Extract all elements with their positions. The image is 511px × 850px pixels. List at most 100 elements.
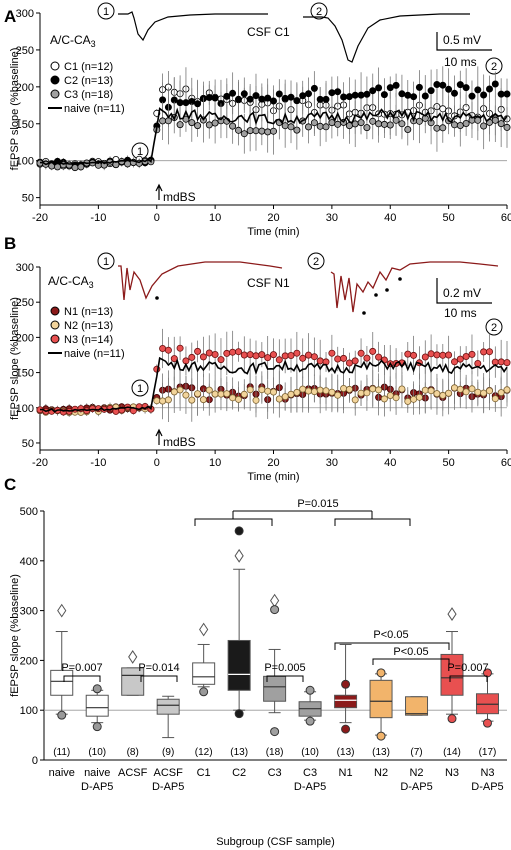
a-data-point	[439, 81, 447, 89]
category-label: C3	[303, 767, 317, 779]
category-sublabel: D-AP5	[471, 781, 503, 793]
b-data-point	[164, 396, 172, 404]
b-data-point	[159, 397, 167, 405]
category-label: naive	[49, 767, 75, 779]
a-data-point	[205, 94, 213, 102]
a-data-point	[316, 122, 324, 130]
a-data-point	[188, 119, 196, 127]
outlier-circle	[341, 679, 351, 689]
b-data-point	[380, 395, 388, 403]
c-ytick-label: 100	[20, 705, 38, 717]
box-iqr	[405, 696, 429, 716]
plot-marker-a2: 2	[491, 61, 497, 73]
a-data-point	[462, 120, 470, 128]
a-data-point	[211, 119, 219, 127]
legend-a-c2: C2 (n=13)	[64, 75, 113, 87]
box-10: (7) N2 D-AP5	[400, 696, 433, 793]
trace-b2-dot-2	[374, 293, 378, 297]
b-data-point	[410, 351, 418, 359]
category-label: naive	[84, 767, 110, 779]
b-xtick-label: 0	[154, 457, 160, 469]
b-ytick-label: 50	[22, 438, 34, 450]
a-naive-line	[39, 107, 508, 166]
a-data-point	[386, 121, 394, 129]
a-data-point	[474, 86, 482, 94]
outlier-circle	[92, 722, 102, 732]
a-ylabel: fEPSP slope (%baseline)	[9, 48, 21, 171]
b-naive-line	[39, 356, 508, 413]
legend-a-c1: C1 (n=12)	[64, 61, 113, 73]
outlier-diamond	[234, 548, 244, 563]
a-data-point	[194, 122, 202, 130]
c-ytick-label: 200	[20, 655, 38, 667]
box-n-label: (10)	[301, 747, 319, 758]
a-data-point	[246, 95, 254, 103]
legend-b-n1-symbol	[50, 306, 60, 316]
panel-b-region-sub: 3	[89, 280, 94, 290]
a-xtick-label: -10	[90, 212, 106, 224]
a-data-point	[316, 95, 324, 103]
category-label: N3	[480, 767, 494, 779]
panel-a-region: A/C-CA3	[50, 33, 96, 49]
b-data-point	[229, 394, 237, 402]
b-xtick-label: 40	[384, 457, 396, 469]
legend-b: N1 (n=13) N2 (n=13) N3 (n=14) naive (n=1…	[48, 306, 125, 360]
a-data-point	[269, 97, 277, 105]
b-data-point	[299, 354, 307, 362]
a-data-point	[392, 116, 400, 124]
b-data-point	[386, 391, 394, 399]
outlier-circle	[270, 727, 280, 737]
a-xtick-label: -20	[32, 212, 48, 224]
b-data-point	[234, 395, 242, 403]
b-xtick-label: 60	[501, 457, 511, 469]
b-data-point	[334, 355, 342, 363]
category-label: N1	[339, 767, 353, 779]
b-data-point	[176, 386, 184, 394]
panel-a-letter: A	[4, 7, 16, 26]
panel-b: B A/C-CA3 1 2 CSF N1 0.2 mV 10 ms 1 2 N1…	[4, 234, 511, 483]
box-iqr	[334, 694, 358, 709]
b-data-point	[468, 385, 476, 393]
b-data-point	[223, 390, 231, 398]
a-data-point	[480, 122, 488, 130]
b-data-point	[258, 386, 266, 394]
b-data-point	[351, 396, 359, 404]
a-xtick-label: 50	[443, 212, 455, 224]
b-data-point	[182, 391, 190, 399]
b-data-point	[246, 386, 254, 394]
a-data-point	[445, 85, 453, 93]
trace-a1	[118, 11, 268, 42]
a-data-point	[450, 89, 458, 97]
b-data-point	[345, 385, 353, 393]
a-data-point	[234, 126, 242, 134]
category-sublabel: D-AP5	[152, 781, 184, 793]
box-11: (14) N3	[440, 607, 464, 779]
trace-marker-a2: 2	[316, 6, 322, 18]
a-data-point	[281, 94, 289, 102]
a-data-point	[258, 95, 266, 103]
a-data-point	[380, 91, 388, 99]
box-n-label: (14)	[443, 747, 461, 758]
b-data-point	[363, 354, 371, 362]
sig-n1-n3: P<0.05	[373, 629, 408, 641]
box-n-label: (13)	[230, 747, 248, 758]
box-n-label: (11)	[53, 747, 70, 758]
trace-b1	[118, 261, 283, 301]
box-2: (8) ACSF	[118, 650, 148, 779]
scale-bar-b-ms: 10 ms	[444, 306, 477, 320]
b-data-point	[275, 356, 283, 364]
category-label: C3	[268, 767, 282, 779]
a-data-point	[240, 90, 248, 98]
a-data-point	[491, 116, 499, 124]
a-data-point	[246, 127, 254, 135]
a-data-point	[351, 91, 359, 99]
a-data-point	[299, 92, 307, 100]
box-n-label: (12)	[195, 747, 213, 758]
b-data-point	[345, 359, 353, 367]
a-data-point	[386, 84, 394, 92]
box-iqr	[121, 667, 145, 696]
b-data-point	[217, 356, 225, 364]
panel-c-letter: C	[4, 475, 16, 494]
bracket-n3	[449, 675, 488, 682]
b-data-point	[375, 353, 383, 361]
